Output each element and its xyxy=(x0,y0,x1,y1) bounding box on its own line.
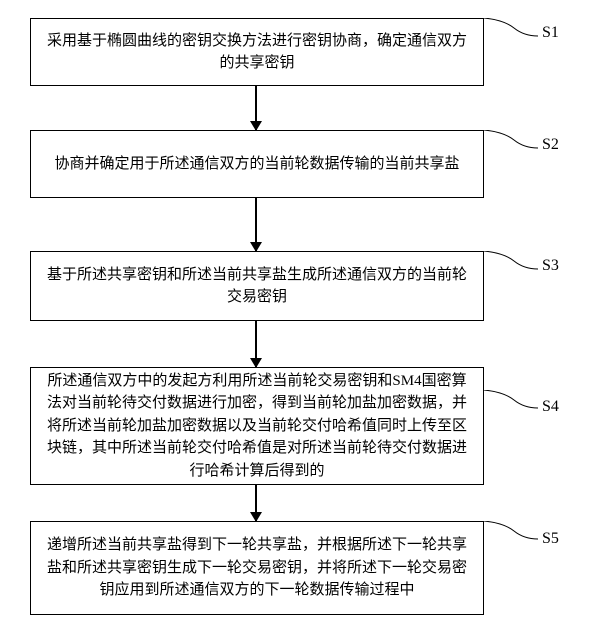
step-box-s3: 基于所述共享密钥和所述当前共享盐生成所述通信双方的当前轮交易密钥 xyxy=(30,251,484,321)
step-box-s1: 采用基于椭圆曲线的密钥交换方法进行密钥协商，确定通信双方的共享密钥 xyxy=(30,18,484,86)
step-text-s2: 协商并确定用于所述通信双方的当前轮数据传输的当前共享盐 xyxy=(54,153,459,176)
arrow-3 xyxy=(255,321,257,367)
arrow-4 xyxy=(255,485,257,521)
step-text-s4: 所述通信双方中的发起方利用所述当前轮交易密钥和SM4国密算法对当前轮待交付数据进… xyxy=(46,370,468,483)
step-text-s3: 基于所述共享密钥和所述当前共享盐生成所述通信双方的当前轮交易密钥 xyxy=(46,264,468,309)
curve-s4 xyxy=(484,390,542,410)
curve-s5 xyxy=(484,521,542,541)
curve-s2 xyxy=(484,130,542,150)
flowchart-container: 采用基于椭圆曲线的密钥交换方法进行密钥协商，确定通信双方的共享密钥 S1 协商并… xyxy=(0,0,595,635)
curve-s3 xyxy=(484,251,542,271)
step-label-s2: S2 xyxy=(542,136,559,154)
step-text-s1: 采用基于椭圆曲线的密钥交换方法进行密钥协商，确定通信双方的共享密钥 xyxy=(46,30,468,75)
step-label-s3: S3 xyxy=(542,257,559,275)
arrow-1 xyxy=(255,86,257,130)
step-label-s1: S1 xyxy=(542,24,559,42)
step-box-s2: 协商并确定用于所述通信双方的当前轮数据传输的当前共享盐 xyxy=(30,130,484,198)
arrow-2 xyxy=(255,198,257,251)
step-label-s4: S4 xyxy=(542,398,559,416)
step-label-s5: S5 xyxy=(542,530,559,548)
step-box-s5: 递增所述当前共享盐得到下一轮共享盐，并根据所述下一轮共享盐和所述共享密钥生成下一… xyxy=(30,521,484,615)
step-text-s5: 递增所述当前共享盐得到下一轮共享盐，并根据所述下一轮共享盐和所述共享密钥生成下一… xyxy=(46,534,468,602)
step-box-s4: 所述通信双方中的发起方利用所述当前轮交易密钥和SM4国密算法对当前轮待交付数据进… xyxy=(30,367,484,485)
curve-s1 xyxy=(484,18,542,38)
